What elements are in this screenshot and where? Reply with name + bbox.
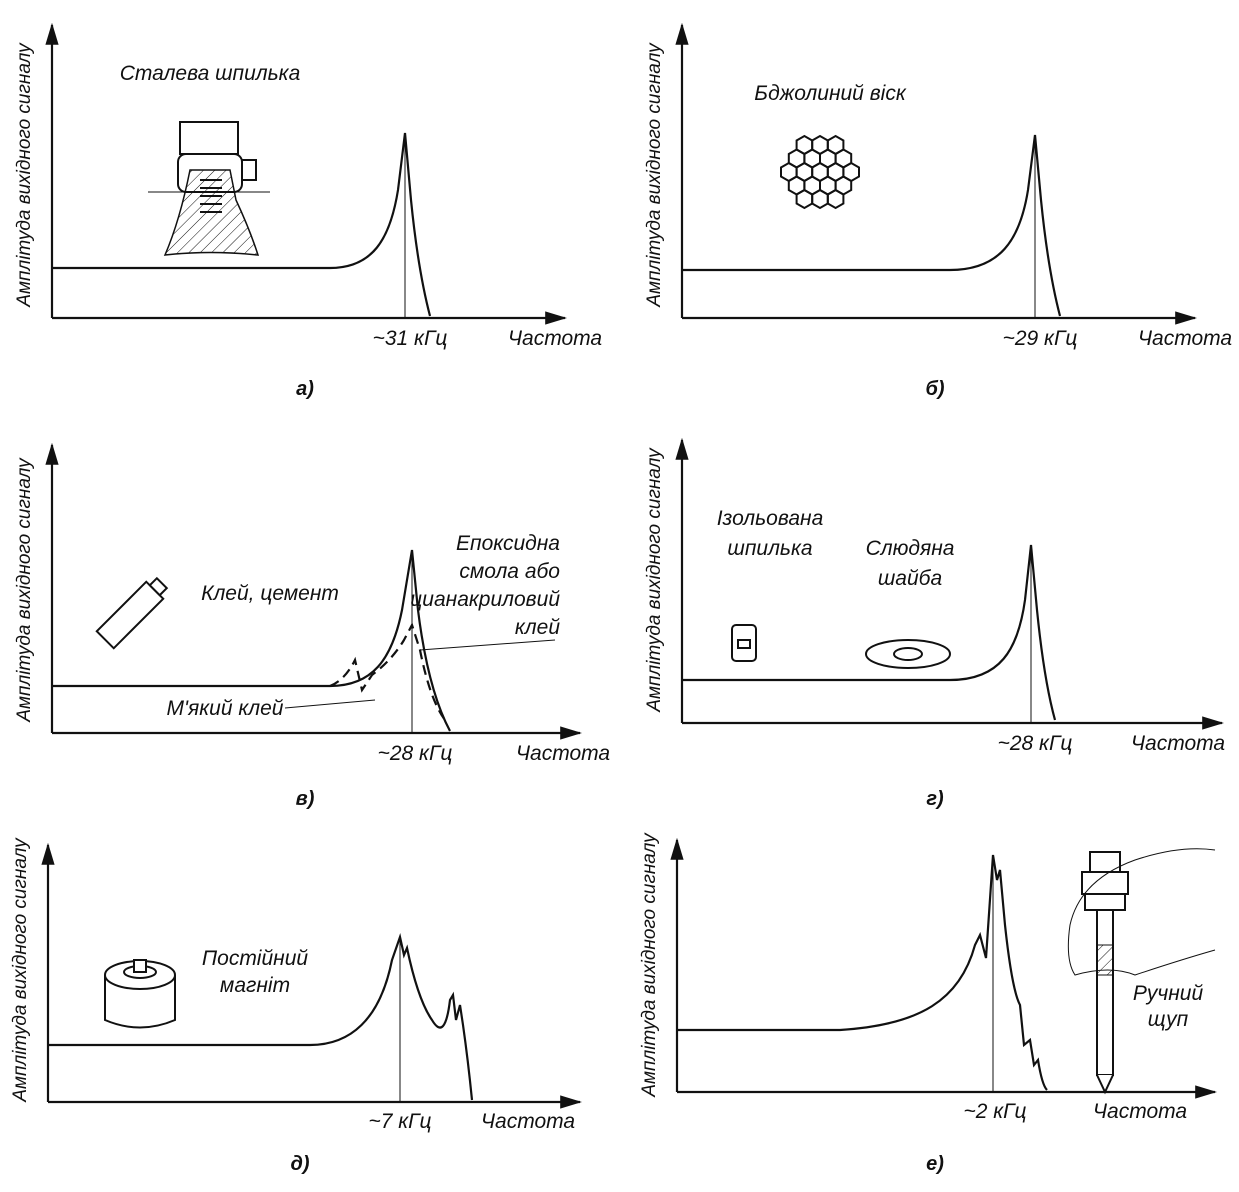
caption: д) <box>290 1153 309 1175</box>
annotation: цианакриловий <box>410 588 560 611</box>
cell <box>795 188 814 210</box>
annotation: шпилька <box>727 537 812 560</box>
annotation: Ізольована <box>717 507 824 530</box>
x-axis-label: Частота <box>1093 1100 1187 1123</box>
caption: в) <box>296 788 315 810</box>
annotation: Епоксидна <box>456 532 560 555</box>
annotation: Слюдяна <box>866 537 955 560</box>
x-axis-label: Частота <box>1131 732 1225 755</box>
y-axis-label: Амплітуда вихідного сигналу <box>644 447 665 713</box>
annotation: магніт <box>220 974 290 997</box>
y-axis-label: Амплітуда вихідного сигналу <box>14 42 35 308</box>
icons <box>95 121 1216 1095</box>
annotation: клей <box>515 616 560 639</box>
cell <box>811 188 829 210</box>
peak-label: ~31 кГц <box>373 327 448 350</box>
y-axis-label: Амплітуда вихідного сигналу <box>10 837 31 1103</box>
cell <box>826 188 845 210</box>
y-axis-label: Амплітуда вихідного сигналу <box>14 457 35 723</box>
caption: г) <box>926 788 944 810</box>
peak-label: ~28 кГц <box>998 732 1073 755</box>
annotation: щуп <box>1148 1008 1189 1031</box>
peak-label: ~2 кГц <box>963 1100 1026 1123</box>
peak-label: ~29 кГц <box>1003 327 1078 350</box>
leader <box>284 699 376 709</box>
x-axis-label: Частота <box>508 327 602 350</box>
annotation: Ручний <box>1133 982 1204 1005</box>
annotation: Бджолиний віск <box>754 82 907 105</box>
annotation: смола або <box>459 560 560 583</box>
peak-label: ~28 кГц <box>378 742 453 765</box>
annotation: Клей, цемент <box>201 582 339 605</box>
caption: е) <box>926 1153 944 1175</box>
y-axis-label: Амплітуда вихідного сигналу <box>644 42 665 308</box>
curves <box>48 132 1062 1101</box>
annotation: Сталева шпилька <box>120 62 301 85</box>
y-axis-label: Амплітуда вихідного сигналу <box>639 832 660 1098</box>
annotation: Постійний <box>202 947 308 970</box>
annotation: шайба <box>878 567 942 590</box>
annotation: М'який клей <box>167 697 284 720</box>
caption: а) <box>296 378 314 400</box>
leader <box>419 639 556 651</box>
x-axis-label: Частота <box>516 742 610 765</box>
x-axis-label: Частота <box>481 1110 575 1133</box>
caption: б) <box>925 378 944 400</box>
x-axis-label: Частота <box>1138 327 1232 350</box>
peak-label: ~7 кГц <box>368 1110 431 1133</box>
